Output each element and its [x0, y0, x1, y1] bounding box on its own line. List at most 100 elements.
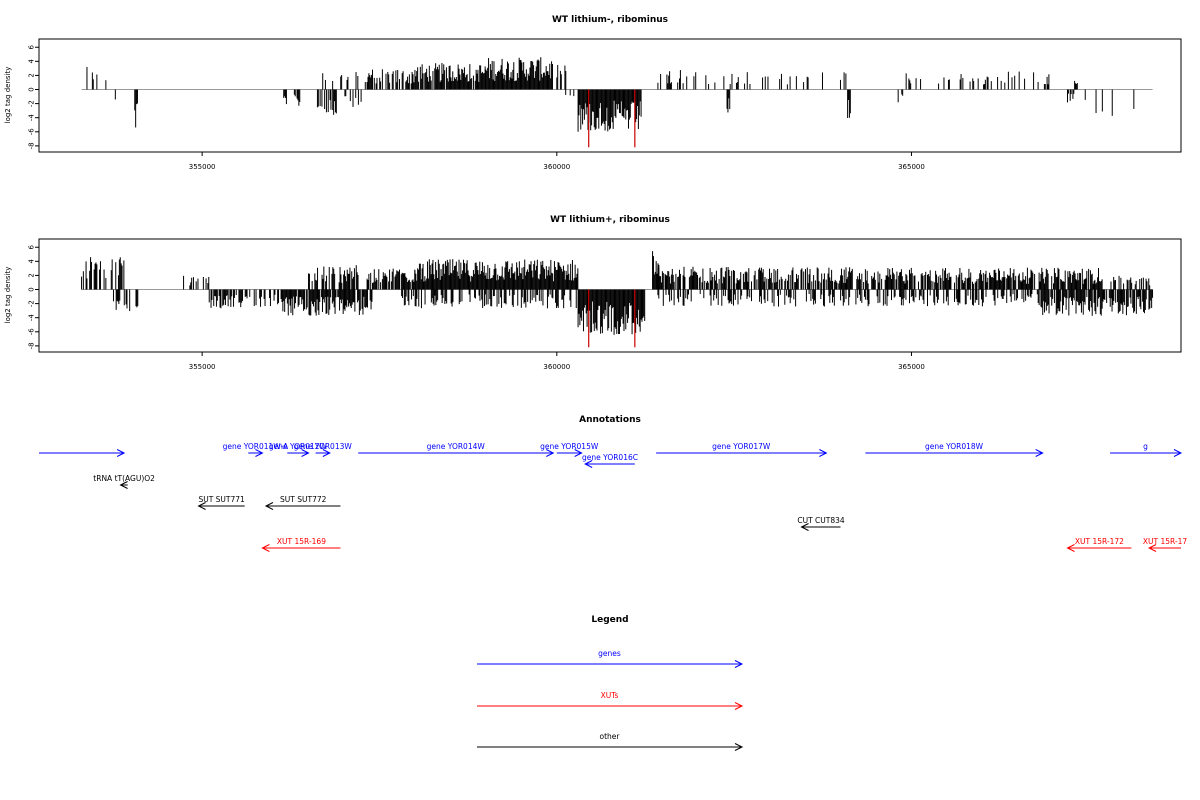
x-tick-label: 355000: [189, 163, 216, 171]
feature-label: XUT 15R-172: [1075, 537, 1124, 546]
annotations-title: Annotations: [579, 415, 641, 425]
feature-arrow-head: [261, 544, 270, 552]
feature-arrow-head: [546, 449, 555, 457]
feature-arrow-head: [800, 523, 809, 531]
track-panel-lithium-plus: WT lithium+, ribominus log2 tag density …: [4, 215, 1182, 371]
feature-label: XUT 15R-17: [1143, 537, 1188, 546]
y-tick-label: -2: [27, 100, 35, 107]
y-tick-label: -4: [27, 314, 35, 322]
feature-arrow-head: [574, 449, 583, 457]
density-bars: [86, 57, 1135, 148]
feature-label: g: [1143, 442, 1148, 451]
legend-item: other: [477, 732, 744, 751]
legend-label: genes: [598, 649, 621, 658]
feature-arrow-head: [301, 449, 310, 457]
feature-arrow-head: [322, 449, 331, 457]
feature-label: gene YOR011W-A: [223, 442, 289, 451]
x-tick-label: 355000: [189, 363, 216, 371]
feature-label: gene YOR013W: [294, 442, 353, 451]
legend-item: genes: [477, 649, 744, 668]
annotation-feature: gene YOR015W: [540, 442, 599, 457]
legend-label: XUTs: [601, 691, 619, 700]
annotation-feature: [39, 449, 126, 457]
annotation-feature: gene YOR012W: [269, 442, 328, 457]
y-tick-label: -6: [27, 328, 35, 336]
feature-arrow-head: [119, 481, 128, 489]
feature-label: gene YOR018W: [925, 442, 984, 451]
feature-arrow-head: [255, 449, 264, 457]
feature-arrow-head: [1173, 449, 1183, 457]
feature-arrow-head: [1066, 544, 1075, 552]
annotation-feature: tRNA tT(AGU)O2: [93, 474, 155, 489]
feature-label: gene YOR017W: [712, 442, 771, 451]
feature-label: SUT SUT772: [280, 495, 327, 504]
y-tick-label: 6: [27, 244, 35, 249]
legend-arrow-head: [734, 702, 744, 710]
feature-arrow-head: [116, 449, 126, 457]
y-tick-label: 6: [27, 44, 35, 49]
annotation-feature: gene YOR016C: [582, 453, 638, 468]
x-axis: 355000 360000 365000: [189, 152, 925, 171]
y-axis: -8 -6 -4 -2 0 2 4 6: [27, 244, 39, 349]
annotation-feature: gene YOR014W: [358, 442, 555, 457]
feature-arrow-head: [584, 460, 593, 468]
feature-label: gene YOR016C: [582, 453, 638, 462]
y-tick-label: 4: [27, 259, 35, 264]
annotation-feature: gene YOR018W: [865, 442, 1044, 457]
annotation-feature: g: [1110, 442, 1183, 457]
feature-label: XUT 15R-169: [277, 537, 326, 546]
annotation-feature: gene YOR011W-A: [223, 442, 289, 457]
legend-arrow-head: [734, 660, 744, 668]
legend-item: XUTs: [477, 691, 744, 710]
feature-arrow-head: [819, 449, 828, 457]
feature-label: SUT SUT771: [198, 495, 245, 504]
legend-arrow-head: [734, 743, 744, 751]
feature-arrow-head: [264, 502, 274, 510]
feature-label: gene YOR014W: [427, 442, 486, 451]
x-tick-label: 360000: [543, 363, 570, 371]
plot-frame: [38, 238, 1182, 353]
panel-title: WT lithium+, ribominus: [550, 215, 670, 225]
track-panel-lithium-minus: WT lithium-, ribominus log2 tag density …: [4, 15, 1182, 171]
legend-items: genes XUTs other: [477, 649, 744, 751]
annotation-feature: XUT 15R-17: [1143, 537, 1188, 552]
legend-title: Legend: [591, 615, 628, 625]
y-tick-label: 4: [27, 59, 35, 64]
y-tick-label: -2: [27, 300, 35, 307]
annotation-feature: XUT 15R-172: [1066, 537, 1132, 552]
x-tick-label: 360000: [543, 163, 570, 171]
feature-label: tRNA tT(AGU)O2: [93, 474, 155, 483]
annotation-feature: SUT SUT772: [264, 495, 341, 510]
feature-label: gene YOR015W: [540, 442, 599, 451]
y-tick-label: -8: [27, 142, 35, 149]
feature-arrow-head: [1147, 544, 1157, 552]
feature-arrow-head: [197, 502, 206, 510]
y-tick-label: -4: [27, 114, 35, 122]
legend-label: other: [600, 732, 621, 741]
y-tick-label: -6: [27, 128, 35, 136]
y-axis-label: log2 tag density: [4, 67, 12, 124]
feature-label: CUT CUT834: [797, 516, 845, 525]
y-axis-label: log2 tag density: [4, 267, 12, 324]
y-tick-label: 2: [27, 73, 35, 77]
annotation-feature: XUT 15R-169: [261, 537, 341, 552]
y-axis: -8 -6 -4 -2 0 2 4 6: [27, 44, 39, 149]
annotation-feature: CUT CUT834: [797, 516, 845, 531]
x-tick-label: 365000: [898, 163, 925, 171]
x-axis: 355000 360000 365000: [189, 352, 925, 371]
plot-frame: [38, 38, 1182, 153]
y-tick-label: 0: [27, 287, 35, 291]
feature-label: gene YOR012W: [269, 442, 328, 451]
y-tick-label: -8: [27, 342, 35, 349]
y-tick-label: 0: [27, 87, 35, 91]
legend: Legend genes XUTs other: [477, 615, 744, 751]
panel-title: WT lithium-, ribominus: [552, 15, 668, 25]
density-bars: [81, 251, 1154, 348]
annotation-feature: gene YOR017W: [656, 442, 828, 457]
y-tick-label: 2: [27, 273, 35, 277]
annotation-feature: SUT SUT771: [197, 495, 245, 510]
feature-arrow-head: [1035, 449, 1044, 457]
